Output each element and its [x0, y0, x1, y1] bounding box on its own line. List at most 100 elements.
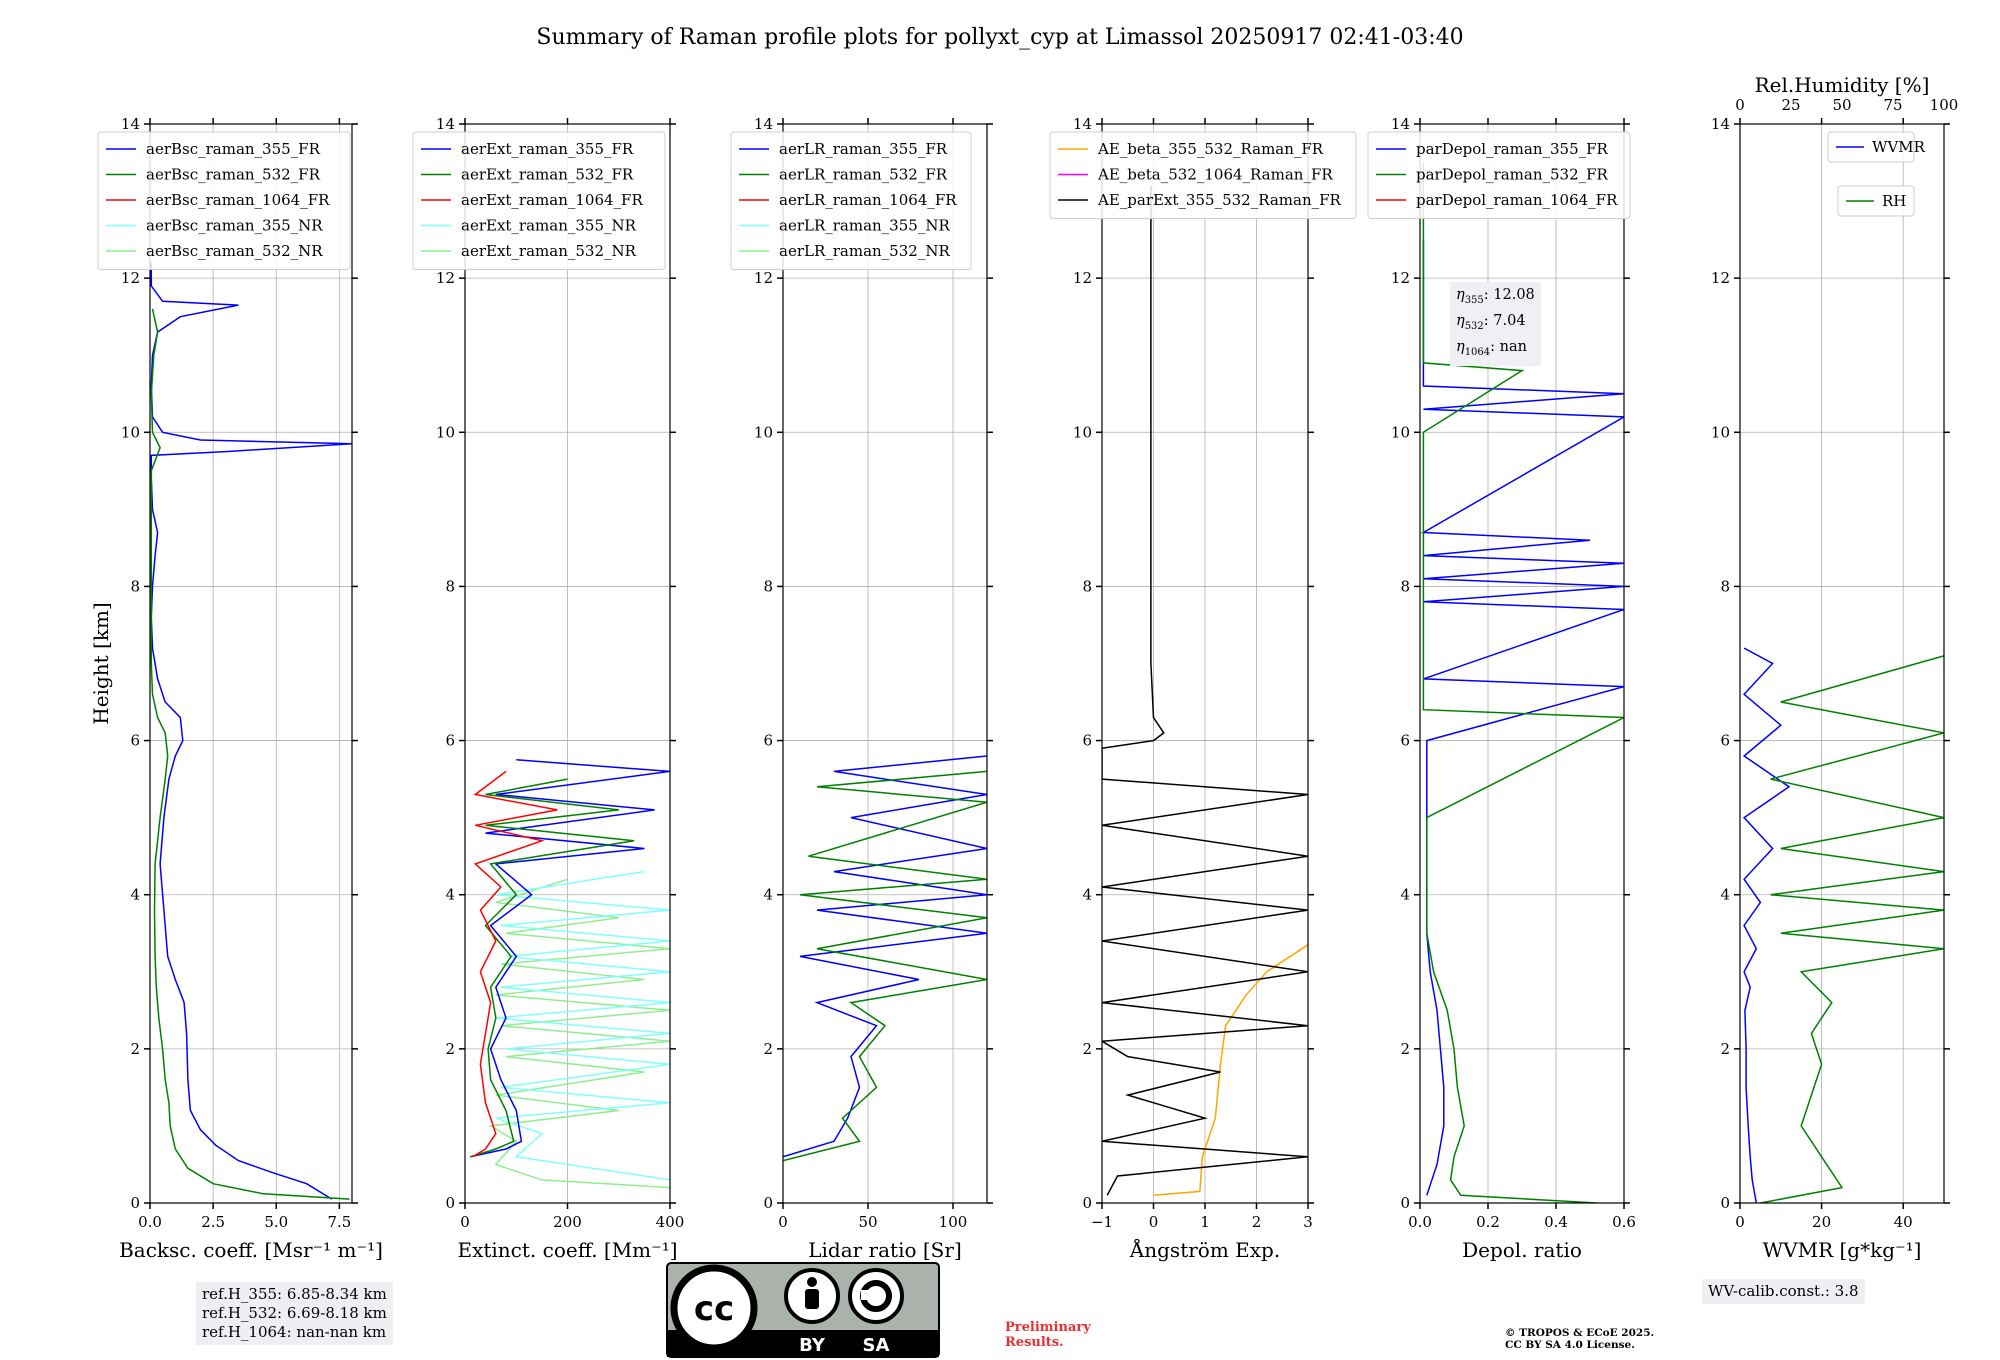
legend-lr: aerLR_raman_355_FR aerLR_raman_532_FR aerL… — [730, 131, 972, 270]
sa-share-alike-icon — [848, 1268, 904, 1324]
legend-label-lr-2: aerLR_raman_1064_FR — [779, 191, 957, 209]
legend-label-bsc-1: aerBsc_raman_532_FR — [146, 166, 321, 184]
xtick-label-ext-1: 200 — [553, 1213, 582, 1231]
xtick-label-lr-1: 50 — [858, 1213, 877, 1231]
legend-label-depol-0: parDepol_raman_355_FR — [1416, 140, 1609, 158]
ytick-label-ext-3: 6 — [445, 732, 455, 750]
legend-ext: aerExt_raman_355_FR aerExt_raman_532_FRae… — [412, 131, 666, 270]
top-xlabel-wv: Rel.Humidity [%] — [1755, 73, 1930, 97]
legend-box-bsc — [97, 131, 351, 270]
xtick-label-lr-2: 100 — [939, 1213, 968, 1231]
sa-label: SA — [863, 1335, 890, 1356]
ytick-label-wv-5: 10 — [1711, 423, 1730, 441]
ytick-label-ae-7: 14 — [1073, 115, 1092, 133]
legend-label-ae-2: AE_parExt_355_532_Raman_FR — [1097, 191, 1342, 209]
xtick-label-wv-2: 40 — [1894, 1213, 1913, 1231]
cc-text: cc — [694, 1289, 734, 1329]
series-parDepol_raman_355_FR — [1420, 239, 1624, 1196]
copyright-note: © TROPOS & ECoE 2025. CC BY SA 4.0 Licen… — [1505, 1327, 1654, 1351]
ytick-label-lr-5: 10 — [754, 423, 773, 441]
series-AE_beta_355_532_Raman_FR — [1153, 944, 1308, 1197]
cc-by-sa-license-badge: cc BY SA — [666, 1262, 940, 1358]
ytick-label-wv-0: 0 — [1720, 1194, 1730, 1212]
legend-label-lr-4: aerLR_raman_532_NR — [779, 242, 950, 260]
series-RH — [1760, 655, 1944, 1203]
by-person-icon — [784, 1268, 840, 1324]
ytick-label-depol-6: 12 — [1391, 269, 1410, 287]
ytick-label-lr-6: 12 — [754, 269, 773, 287]
wv-calib-box: WV-calib.const.: 3.8 — [1702, 1279, 1865, 1304]
ytick-label-lr-3: 6 — [763, 732, 773, 750]
ytick-label-lr-1: 2 — [763, 1040, 773, 1058]
ytick-label-ae-1: 2 — [1082, 1040, 1092, 1058]
ytick-label-bsc-3: 6 — [130, 732, 140, 750]
xtick-label-depol-0: 0.0 — [1408, 1213, 1432, 1231]
ytick-label-wv-7: 14 — [1711, 115, 1730, 133]
ytick-label-ext-6: 12 — [436, 269, 455, 287]
legend-box-wv-0 — [1827, 131, 1915, 163]
ytick-label-bsc-1: 2 — [130, 1040, 140, 1058]
panel-lr: 0 50 100 0 2 4 6 8 10 12 14 Lidar ratio [Sr] aerLR_r… — [730, 115, 993, 1262]
legend-label-depol-1: parDepol_raman_532_FR — [1416, 166, 1609, 184]
ytick-label-ae-4: 8 — [1082, 577, 1092, 595]
eta-1064: η1064: nan — [1456, 338, 1527, 358]
legend-label-ext-1: aerExt_raman_532_FR — [461, 166, 634, 184]
series-parDepol_raman_532_FR — [1422, 162, 1624, 1203]
legend-label-ext-0: aerExt_raman_355_FR — [461, 140, 634, 158]
ytick-label-lr-2: 4 — [763, 886, 773, 904]
ytick-label-ae-6: 12 — [1073, 269, 1092, 287]
xtick-label-ae-3: 2 — [1252, 1213, 1262, 1231]
legend-wv: WVMR RH — [1827, 131, 1926, 217]
series-aerExt_raman_1064_FR — [472, 770, 558, 1158]
axes-frame-lr — [782, 123, 988, 1204]
ytick-label-ae-2: 4 — [1082, 886, 1092, 904]
xtick-label-depol-3: 0.6 — [1612, 1213, 1636, 1231]
legend-label-bsc-0: aerBsc_raman_355_FR — [146, 140, 321, 158]
legend-box-wv-1 — [1837, 185, 1915, 217]
ytick-label-bsc-4: 8 — [130, 577, 140, 595]
legend-label-ext-4: aerExt_raman_532_NR — [461, 242, 637, 260]
eta-box: η355: 12.08 η532: 7.04 η1064: nan — [1450, 282, 1541, 366]
legend-label-depol-2: parDepol_raman_1064_FR — [1416, 191, 1618, 209]
ytick-label-wv-6: 12 — [1711, 269, 1730, 287]
legend-box-ext — [412, 131, 666, 270]
cc-circle-icon — [670, 1264, 758, 1352]
ytick-label-bsc-7: 14 — [121, 115, 140, 133]
top-xtick-label-wv-0: 0 — [1735, 96, 1745, 114]
legend-depol: parDepol_raman_355_FR parDepol_raman_532_… — [1367, 131, 1631, 219]
legend-label-wv-1: RH — [1882, 192, 1906, 210]
copyright-line-2: CC BY SA 4.0 License. — [1505, 1339, 1635, 1351]
legend-label-lr-0: aerLR_raman_355_FR — [779, 140, 948, 158]
ytick-label-ext-5: 10 — [436, 423, 455, 441]
ref-height-1064: ref.H_1064: nan-nan km — [202, 1323, 387, 1341]
ylabel-bsc: Height [km] — [89, 602, 113, 724]
ytick-label-lr-7: 14 — [754, 115, 773, 133]
top-xtick-label-wv-2: 50 — [1832, 96, 1851, 114]
xlabel-ext: Extinct. coeff. [Mm⁻¹] — [457, 1238, 677, 1262]
eta-355: η355: 12.08 — [1456, 287, 1535, 306]
top-xtick-label-wv-4: 100 — [1930, 96, 1959, 114]
preliminary-line-1: Preliminary — [1005, 1320, 1091, 1335]
series-aerExt_raman_355_FR — [469, 759, 670, 1158]
legend-ae: AE_beta_355_532_Raman_FR AE_beta_532_1064… — [1049, 131, 1357, 219]
ytick-label-wv-4: 8 — [1720, 577, 1730, 595]
xtick-label-depol-2: 0.4 — [1544, 1213, 1568, 1231]
xtick-label-ae-1: 0 — [1149, 1213, 1159, 1231]
series-AE_parExt_355_532_Raman_FR — [1102, 185, 1308, 1196]
legend-bsc: aerBsc_raman_355_FR aerBsc_raman_532_FRae… — [97, 131, 351, 270]
ytick-label-ext-0: 0 — [445, 1194, 455, 1212]
ytick-label-ae-5: 10 — [1073, 423, 1092, 441]
series-aerLR_raman_355_FR — [783, 755, 987, 1158]
legend-label-wv-0: WVMR — [1872, 138, 1926, 156]
wv-calib-text: WV-calib.const.: 3.8 — [1708, 1282, 1859, 1300]
eta-532: η532: 7.04 — [1456, 312, 1526, 332]
ytick-label-depol-4: 8 — [1400, 577, 1410, 595]
legend-label-lr-3: aerLR_raman_355_NR — [779, 217, 950, 235]
by-label: BY — [799, 1335, 826, 1356]
panel-bsc: 0.0 2.5 5.0 7.5 0 2 4 6 8 10 12 14 Backsc. coeff. [M… — [89, 115, 383, 1262]
ytick-label-ext-4: 8 — [445, 577, 455, 595]
xlabel-ae: Ångström Exp. — [1129, 1237, 1280, 1262]
axes-frame-depol — [1419, 123, 1625, 1204]
